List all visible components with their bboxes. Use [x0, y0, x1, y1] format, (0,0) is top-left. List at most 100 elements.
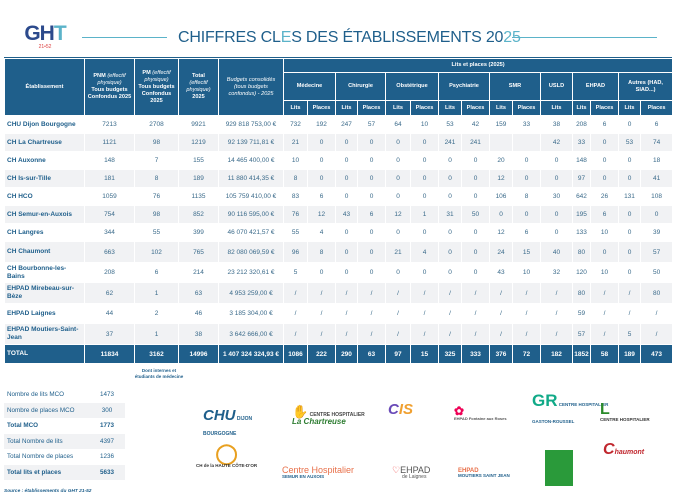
summary-label: Total Nombre de places: [7, 453, 74, 461]
summary-value: 5633: [89, 464, 125, 480]
sub-header: Lits: [618, 100, 641, 116]
cell-name: CH Semur-en-Auxois: [4, 205, 85, 224]
cell-value: /: [489, 303, 513, 324]
cell-value: 63: [357, 344, 386, 364]
cell-total: 399: [178, 223, 219, 242]
cell-pnm: 754: [84, 205, 135, 224]
cell-value: 97: [385, 344, 411, 364]
cell-value: 80: [572, 282, 591, 304]
cell-value: 247: [335, 115, 358, 134]
cell-value: 148: [572, 151, 591, 170]
logo-ehpad-laignes: ♡EHPAD de Laignes: [392, 465, 431, 480]
logo-ch-semur: Centre Hospitalier SEMUR EN AUXOIS: [282, 465, 355, 479]
cell-budget: 4 953 259,00 €: [218, 282, 284, 304]
sub-header: Lits: [489, 100, 513, 116]
cell-value: /: [639, 323, 674, 345]
cell-value: 0: [590, 133, 619, 152]
cell-pnm: 663: [84, 241, 135, 263]
cell-value: 80: [639, 282, 674, 304]
summary-value: 1473: [99, 391, 114, 399]
cell-value: 38: [540, 115, 573, 134]
cell-value: 0: [438, 187, 462, 206]
cell-total: 38: [178, 323, 219, 345]
cell-value: 5: [283, 262, 308, 283]
cell-value: /: [283, 282, 308, 304]
source-note: Source : établissements du GHT 21-52: [4, 489, 92, 494]
cell-budget: 46 070 421,57 €: [218, 223, 284, 242]
page-title: CHIFFRES CLES DES ÉTABLISSEMENTS 2025: [178, 29, 521, 46]
cell-value: /: [335, 303, 358, 324]
table-row: CHU Dijon Bourgogne 7213 2708 9921 929 818 7…: [4, 115, 674, 134]
table-row: EHPAD Mirebeau-sur-Bèze 62 1 63 4 953 259,00…: [4, 282, 674, 304]
cell-value: 195: [572, 205, 591, 224]
cell-pm: 55: [134, 223, 179, 242]
cell-value: 131: [618, 187, 641, 206]
table-row: CH Chaumont 663 102 765 82 080 069,59 €96 8 0 0…: [4, 241, 674, 263]
cell-value: /: [283, 323, 308, 345]
col-lits-places: Lits et places (2025): [282, 58, 674, 73]
cell-value: 0: [438, 262, 462, 283]
col-etablissement: Établissement: [4, 58, 85, 116]
cell-name: CH Is-sur-Tille: [4, 169, 85, 188]
col-pm: PM (effectif physique) Tous budgets Confo…: [134, 58, 179, 116]
cell-value: 0: [410, 223, 439, 242]
summary-label: Nombre de places MCO: [4, 402, 89, 418]
cell-value: 0: [307, 151, 336, 170]
cell-value: 50: [461, 205, 490, 224]
sub-header: Places: [639, 100, 674, 116]
cell-value: 192: [307, 115, 336, 134]
logo-ehpad-moutiers: EHPAD MOUTIERS SAINT JEAN: [458, 468, 510, 478]
cell-value: 0: [512, 169, 541, 188]
cell-total: 852: [178, 205, 219, 224]
logo-la-chartreuse: ✋ CENTRE HOSPITALIER La Chartreuse: [292, 404, 365, 426]
sub-header: Places: [410, 100, 439, 116]
table-row: CH Semur-en-Auxois 754 98 852 90 116 595,00 …: [4, 205, 674, 224]
cell-value: /: [461, 303, 490, 324]
cell-value: 96: [283, 241, 308, 263]
cell-budget: 1 407 324 324,93 €: [218, 344, 284, 364]
cell-value: 20: [489, 151, 513, 170]
logo-ch-hco: ◯ CH de la HAUTE CÔTE-D'OR: [196, 443, 258, 468]
group-header: SMR: [489, 72, 541, 101]
cell-value: /: [540, 323, 573, 345]
cell-value: 0: [357, 223, 386, 242]
cell-pm: 6: [134, 262, 179, 283]
summary-label: Total Nombre de lits: [4, 433, 89, 449]
cell-pnm: 7213: [84, 115, 135, 134]
cell-value: /: [540, 282, 573, 304]
cell-pm: 76: [134, 187, 179, 206]
summary-row: Nombre de lits MCO 1473: [4, 387, 125, 403]
cell-value: /: [307, 323, 336, 345]
cell-value: 32: [540, 262, 573, 283]
cell-pnm: 1121: [84, 133, 135, 152]
cell-value: 72: [512, 344, 541, 364]
cell-value: [512, 133, 541, 152]
cell-value: 0: [410, 187, 439, 206]
logo-ehpad-fontaine: ✿ EHPAD Fontaine aux Roses: [454, 404, 507, 421]
table-row: CH Auxonne 148 7 155 14 465 400,00 €10 0 0 0 0 0 0…: [4, 151, 674, 170]
col-total: Total (effectif physique) 2025: [178, 58, 219, 116]
cell-budget: 92 139 711,81 €: [218, 133, 284, 152]
logo-bourbonne: [545, 450, 573, 486]
cell-value: 76: [283, 205, 308, 224]
sub-header: Places: [590, 100, 619, 116]
cell-budget: 105 759 410,00 €: [218, 187, 284, 206]
cell-value: 43: [489, 262, 513, 283]
cell-name: CH Bourbonne-les-Bains: [4, 262, 85, 283]
cell-value: /: [385, 323, 411, 345]
cell-name: CH Chaumont: [4, 241, 85, 263]
cell-total: 14996: [178, 344, 219, 364]
cell-value: 10: [283, 151, 308, 170]
cell-pm: 7: [134, 151, 179, 170]
cell-value: 0: [540, 205, 573, 224]
logo-gaston-roussel: GR CENTRE HOSPITALIER GASTON-ROUSSEL: [532, 391, 609, 424]
cell-value: /: [512, 282, 541, 304]
cell-value: /: [489, 282, 513, 304]
cell-budget: 90 116 595,00 €: [218, 205, 284, 224]
cell-pm: 98: [134, 205, 179, 224]
cell-pnm: 44: [84, 303, 135, 324]
cell-value: /: [618, 303, 641, 324]
cell-value: 33: [512, 115, 541, 134]
cell-value: 333: [461, 344, 490, 364]
cell-name: CHU Dijon Bourgogne: [4, 115, 85, 134]
